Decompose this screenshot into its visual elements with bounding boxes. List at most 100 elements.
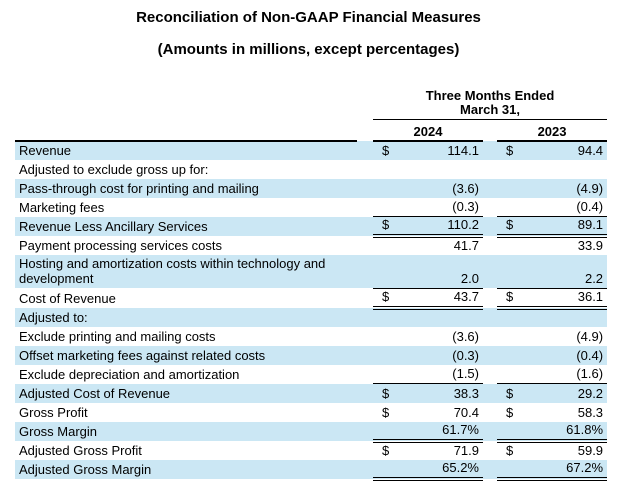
column-gap	[357, 403, 373, 422]
table-row: Adjusted Cost of Revenue $ 38.3 $ 29.2	[15, 383, 608, 403]
table-row: Adjusted to exclude gross up for:	[15, 160, 607, 179]
column-gap	[483, 236, 497, 255]
dollar-sign-2024	[373, 236, 397, 255]
header-spacer	[357, 120, 373, 141]
column-gap	[357, 160, 373, 179]
dollar-sign-2023	[497, 178, 521, 198]
column-gap	[357, 216, 373, 236]
year-header-row: 2024 2023	[15, 119, 608, 142]
row-label: Marketing fees	[19, 199, 105, 215]
row-label: Adjusted Gross Margin	[15, 459, 357, 479]
dollar-sign-2023: $	[497, 383, 521, 403]
value-2024: (3.6)	[452, 328, 479, 344]
value-2024: 43.7	[397, 288, 483, 310]
row-label: Revenue	[15, 140, 357, 160]
row-label: Gross Profit	[19, 404, 88, 420]
dollar-sign-2024	[373, 364, 397, 384]
period-header: Three Months Ended March 31,	[373, 89, 608, 120]
row-label: Adjusted to exclude gross up for:	[19, 161, 209, 177]
row-label: Exclude depreciation and amortization	[19, 366, 240, 382]
column-gap	[357, 288, 373, 308]
value-2023: 61.8%	[521, 421, 608, 443]
value-2024: (3.6)	[397, 178, 483, 198]
column-gap	[483, 160, 497, 179]
table-row: Adjusted to:	[15, 307, 608, 327]
table-row: Offset marketing fees against related co…	[15, 345, 608, 365]
dollar-sign-2024	[373, 459, 397, 481]
column-gap	[357, 345, 373, 365]
column-gap	[483, 307, 497, 327]
row-label: Hosting and amortization costs within te…	[15, 255, 357, 288]
column-gap	[483, 255, 497, 288]
table-row: Gross Profit $ 70.4 $ 58.3	[15, 403, 607, 422]
dollar-sign-2024	[373, 178, 397, 198]
table-row: Gross Margin 61.7% 61.8%	[15, 421, 608, 443]
value-2023: 36.1	[521, 288, 608, 310]
column-gap	[483, 459, 497, 479]
column-gap	[483, 403, 497, 422]
table-row: Revenue $ 114.1 $ 94.4	[15, 140, 608, 160]
row-label: Adjusted Cost of Revenue	[15, 383, 357, 403]
table-row: Adjusted Gross Profit $ 71.9 $ 59.9	[15, 441, 607, 460]
dollar-sign-2024: $	[382, 442, 390, 458]
dollar-sign-2024	[373, 307, 397, 327]
dollar-sign-2023	[497, 327, 521, 346]
value-2023: 2.2	[521, 255, 608, 289]
dollar-sign-2023	[497, 421, 521, 443]
column-gap	[357, 178, 373, 198]
document-page: Reconciliation of Non-GAAP Financial Mea…	[0, 9, 617, 496]
header-spacer	[15, 89, 357, 120]
column-gap	[483, 441, 497, 460]
column-gap	[357, 327, 373, 346]
reconciliation-table: Three Months Ended March 31, 2024 2023 R…	[15, 89, 608, 481]
column-gap	[483, 345, 497, 365]
row-label: Exclude printing and mailing costs	[19, 328, 216, 344]
dollar-sign-2023	[497, 307, 521, 327]
dollar-sign-2023	[497, 364, 521, 384]
column-header-2024: 2024	[373, 119, 483, 142]
page-subtitle: (Amounts in millions, except percentages…	[157, 41, 460, 58]
column-gap	[357, 236, 373, 255]
dollar-sign-2023	[497, 236, 521, 255]
column-gap	[357, 140, 373, 160]
column-gap	[357, 307, 373, 327]
column-gap	[357, 383, 373, 403]
dollar-sign-2023: $	[497, 288, 521, 310]
value-2024: 38.3	[397, 383, 483, 403]
value-2024: 65.2%	[397, 459, 483, 481]
dollar-sign-2023: $	[506, 442, 514, 458]
table-row: Adjusted Gross Margin 65.2% 67.2%	[15, 459, 608, 481]
row-label: Cost of Revenue	[19, 290, 116, 306]
column-gap	[483, 198, 497, 217]
table-row: Payment processing services costs 41.7 3…	[15, 236, 607, 255]
value-2023: 89.1	[521, 216, 608, 238]
value-2024	[397, 160, 483, 179]
period-header-line2: March 31,	[460, 102, 521, 117]
page-title: Reconciliation of Non-GAAP Financial Mea…	[136, 9, 481, 26]
dollar-sign-2024	[373, 160, 397, 179]
dollar-sign-2024: $	[382, 404, 390, 420]
value-2024	[397, 307, 483, 327]
dollar-sign-2023: $	[497, 140, 521, 160]
column-gap	[483, 327, 497, 346]
column-gap	[483, 365, 497, 384]
dollar-sign-2023	[497, 160, 521, 179]
dollar-sign-2024: $	[373, 288, 397, 310]
table-body: Revenue $ 114.1 $ 94.4 Adjusted to exclu…	[15, 140, 608, 481]
row-label: Pass-through cost for printing and maili…	[15, 178, 357, 198]
value-2023: 29.2	[521, 383, 608, 403]
period-header-row: Three Months Ended March 31,	[15, 89, 608, 120]
value-2024: 71.9	[453, 442, 479, 458]
column-gap	[483, 178, 497, 198]
value-2023: 94.4	[521, 140, 608, 160]
column-gap	[357, 365, 373, 384]
value-2023: 59.9	[577, 442, 604, 458]
row-label: Adjusted to:	[15, 307, 357, 327]
column-gap	[357, 459, 373, 479]
row-label: Offset marketing fees against related co…	[15, 345, 357, 365]
value-2024: (1.5)	[397, 364, 483, 384]
dollar-sign-2023	[497, 255, 521, 289]
dollar-sign-2024	[373, 345, 397, 365]
table-row: Revenue Less Ancillary Services $ 110.2 …	[15, 216, 608, 238]
value-2023: (0.4)	[521, 197, 608, 217]
